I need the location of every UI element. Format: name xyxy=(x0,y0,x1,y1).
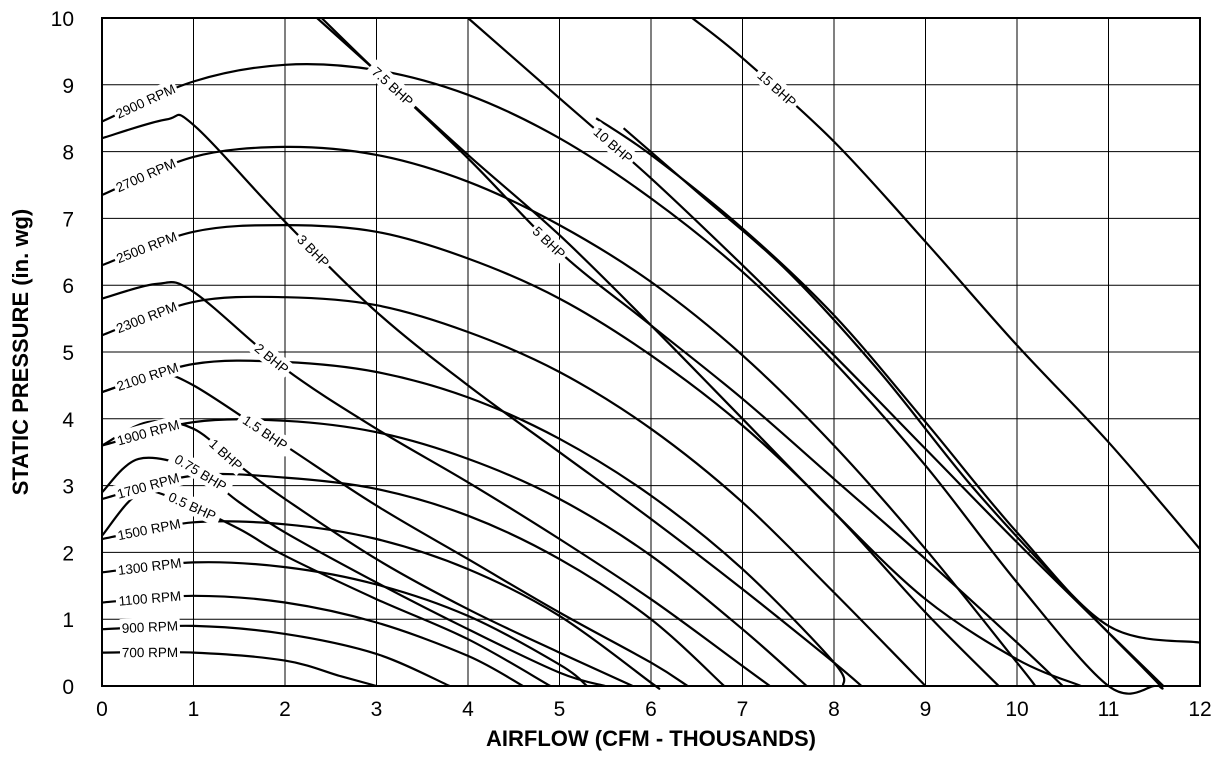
label-background xyxy=(203,432,249,476)
label-background xyxy=(527,220,572,264)
label-background xyxy=(161,485,224,527)
x-tick-label: 1 xyxy=(188,698,200,721)
bhp-curve-label: 7.5 BHP xyxy=(364,59,421,114)
y-axis-title: STATIC PRESSURE (in. wg) xyxy=(8,209,33,495)
y-tick-labels: 0 1 2 3 4 5 6 7 8 9 10 xyxy=(51,8,75,699)
curve-label-text: 900 RPM xyxy=(121,618,178,636)
label-background xyxy=(115,586,185,610)
bhp-curve-label: 1.5 BHP xyxy=(235,408,296,457)
curve-label-text: 1100 RPM xyxy=(118,588,182,608)
y-tick-label: 5 xyxy=(62,342,74,365)
label-background xyxy=(113,513,185,545)
bhp-curve-label: 2 BHP xyxy=(249,337,295,380)
rpm-curve-label: 2500 RPM xyxy=(111,226,182,268)
rpm-curve-label: 2900 RPM xyxy=(110,78,181,124)
label-background xyxy=(111,226,182,268)
bhp-curve-label: 15 BHP xyxy=(751,64,803,113)
label-background xyxy=(110,152,181,198)
y-tick-label: 10 xyxy=(51,8,74,31)
x-tick-label: 3 xyxy=(371,698,383,721)
x-tick-label: 4 xyxy=(462,698,474,721)
y-tick-label: 3 xyxy=(62,476,74,499)
label-background xyxy=(291,228,336,273)
rpm-curve xyxy=(101,63,1155,695)
y-tick-label: 1 xyxy=(62,609,74,632)
x-tick-label: 9 xyxy=(920,698,932,721)
label-background xyxy=(112,357,183,396)
label-background xyxy=(235,408,296,457)
bhp-curve xyxy=(691,17,1201,550)
label-background xyxy=(114,553,185,580)
y-tick-label: 4 xyxy=(62,409,74,432)
x-tick-label: 8 xyxy=(828,698,840,721)
curve-label-text: 700 RPM xyxy=(122,645,178,660)
bhp-curve xyxy=(101,373,689,687)
rpm-curve-label: 1500 RPM xyxy=(113,513,185,545)
rpm-curve-label: 2100 RPM xyxy=(112,357,183,396)
rpm-curve-label: 1100 RPM xyxy=(115,586,185,610)
rpm-curve-label: 2700 RPM xyxy=(110,152,181,198)
rpm-curve xyxy=(101,359,846,687)
y-tick-label: 2 xyxy=(62,542,74,565)
x-tick-label: 10 xyxy=(1005,698,1028,721)
y-tick-label: 8 xyxy=(62,142,74,165)
x-tick-label: 12 xyxy=(1188,698,1211,721)
label-background xyxy=(119,616,181,638)
unlabeled-curve xyxy=(622,127,1164,690)
x-tick-label: 5 xyxy=(554,698,566,721)
y-tick-label: 6 xyxy=(62,275,74,298)
label-background xyxy=(364,59,421,114)
label-background xyxy=(112,414,184,450)
rpm-curve-label: 1900 RPM xyxy=(112,414,184,450)
bhp-curve xyxy=(101,456,606,688)
label-background xyxy=(751,64,803,113)
bhp-curve xyxy=(316,17,1082,688)
label-background xyxy=(587,121,639,169)
rpm-curve xyxy=(101,520,661,690)
x-tick-label: 7 xyxy=(737,698,749,721)
x-tick-label: 11 xyxy=(1098,698,1120,721)
rpm-curve xyxy=(101,223,1000,687)
label-background xyxy=(119,642,181,662)
bhp-curve xyxy=(101,281,771,687)
bhp-curve xyxy=(101,113,863,687)
rpm-curve-label: 1300 RPM xyxy=(114,553,185,580)
rpm-curve xyxy=(101,594,524,687)
y-tick-label: 0 xyxy=(62,676,74,699)
plot-frame xyxy=(101,17,1201,687)
rpm-curve-label: 700 RPM xyxy=(119,642,181,662)
bhp-curve-label: 3 BHP xyxy=(291,228,336,273)
y-tick-label: 9 xyxy=(62,75,74,98)
x-tick-label: 6 xyxy=(645,698,657,721)
curve-label-text: 7.5 BHP xyxy=(369,64,416,109)
x-tick-label: 0 xyxy=(96,698,108,721)
rpm-curve-label: 2300 RPM xyxy=(111,296,182,338)
label-background xyxy=(112,467,184,504)
curve-label-text: 15 BHP xyxy=(754,68,799,110)
x-tick-labels: 0 1 2 3 4 5 6 7 8 9 10 11 12 xyxy=(96,698,1212,721)
curve-label-text: 2100 RPM xyxy=(115,360,180,394)
curve-label-text: 10 BHP xyxy=(591,124,636,166)
x-tick-label: 2 xyxy=(279,698,291,721)
label-background xyxy=(111,296,182,338)
label-background xyxy=(166,447,235,498)
y-tick-label: 7 xyxy=(62,208,74,231)
x-axis-title: AIRFLOW (CFM - THOUSANDS) xyxy=(486,726,816,751)
rpm-curve xyxy=(101,295,927,687)
curve-labels: 2900 RPM 2700 RPM 2500 RPM 2300 RPM 2100 RPM… xyxy=(110,59,803,662)
label-background xyxy=(249,337,295,380)
bhp-curve xyxy=(467,17,1165,687)
rpm-curve-label: 900 RPM xyxy=(119,616,181,638)
label-background xyxy=(110,78,181,124)
grid-lines xyxy=(102,18,1200,686)
rpm-curve xyxy=(101,418,808,687)
rpm-curve xyxy=(101,561,588,687)
rpm-curve xyxy=(101,145,1037,687)
